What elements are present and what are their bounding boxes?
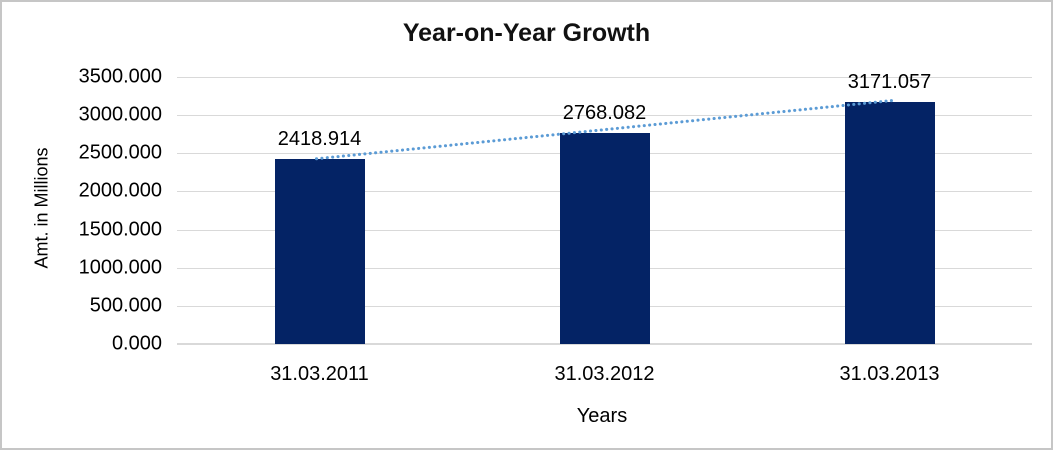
x-axis-title: Years	[576, 405, 628, 427]
chart-title: Year-on-Year Growth	[402, 19, 651, 47]
data-label: 2768.082	[562, 101, 647, 124]
y-axis-ticks: 3500.000 3000.000 2500.000 2000.000 1500.000…	[2, 66, 162, 355]
bar-31.03.2012	[559, 132, 650, 344]
x-tick-label: 31.03.2013	[839, 363, 940, 385]
bar-31.03.2013	[844, 102, 935, 344]
y-tick-label: 3500.000	[78, 65, 162, 88]
y-tick-label: 1000.000	[78, 256, 162, 279]
y-tick-label: 3000.000	[78, 103, 162, 126]
y-tick-label: 2000.000	[78, 179, 162, 202]
bar-31.03.2011	[274, 159, 365, 344]
trendline	[315, 99, 893, 161]
x-axis-ticks: 31.03.2011 31.03.2012 31.03.2013	[177, 363, 1032, 389]
x-tick-label: 31.03.2012	[554, 363, 655, 385]
y-tick-label: 500.000	[89, 294, 162, 317]
data-label: 2418.914	[277, 128, 362, 151]
x-tick-label: 31.03.2011	[270, 363, 369, 385]
y-tick-label: 0.000	[111, 332, 162, 355]
y-tick-label: 1500.000	[78, 218, 162, 241]
data-label: 3171.057	[847, 71, 932, 94]
plot-area: 2418.914 2768.082 3171.057	[177, 71, 1032, 345]
y-tick-label: 2500.000	[78, 141, 162, 164]
